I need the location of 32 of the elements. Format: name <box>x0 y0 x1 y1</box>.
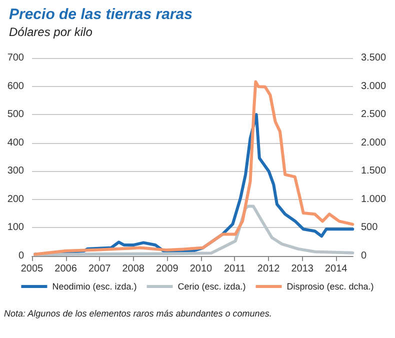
y-tick-label: 600 <box>7 80 24 92</box>
y2-tick-label: 3.500 <box>361 52 386 64</box>
y-tick-label: 0 <box>18 250 24 262</box>
legend-label: Disprosio (esc. dcha.) <box>286 282 374 292</box>
legend-label: Neodimio (esc. izda.) <box>52 282 137 292</box>
y-tick-label: 100 <box>7 222 24 234</box>
x-tick-label: 2009 <box>156 264 179 274</box>
x-tick-label: 2010 <box>190 264 213 274</box>
y2-tick-label: 1.000 <box>361 194 386 205</box>
x-tick-label: 2014 <box>324 264 348 274</box>
x-tick-label: 2011 <box>224 264 246 274</box>
y2-tick-label: 1.500 <box>361 166 386 177</box>
y-tick-label: 700 <box>7 52 24 64</box>
x-tick-label: 2005 <box>20 264 44 274</box>
x-tick-label: 2006 <box>54 264 78 274</box>
x-tick-label: 2007 <box>88 264 112 274</box>
y-tick-label: 500 <box>7 109 24 120</box>
y-tick-label: 200 <box>7 194 24 205</box>
x-tick-label: 2008 <box>122 264 145 274</box>
y-tick-label: 400 <box>7 137 24 148</box>
chart-subtitle: Dólares por kilo <box>9 25 93 39</box>
y2-tick-label: 2.000 <box>361 137 386 148</box>
y-tick-label: 300 <box>7 166 24 177</box>
x-tick-label: 2012 <box>257 264 280 274</box>
legend-label: Cerio (esc. izda.) <box>178 282 246 292</box>
y2-tick-label: 3.000 <box>361 80 386 92</box>
y2-tick-label: 500 <box>361 222 378 234</box>
x-tick-label: 2013 <box>291 264 314 274</box>
y2-tick-label: 0 <box>361 250 367 262</box>
chart-title: Precio de las tierras raras <box>9 6 192 23</box>
y2-tick-label: 2.500 <box>361 109 386 120</box>
text: Nota: Algunos de los elementos raros más abundantes o comunes. <box>4 308 272 318</box>
